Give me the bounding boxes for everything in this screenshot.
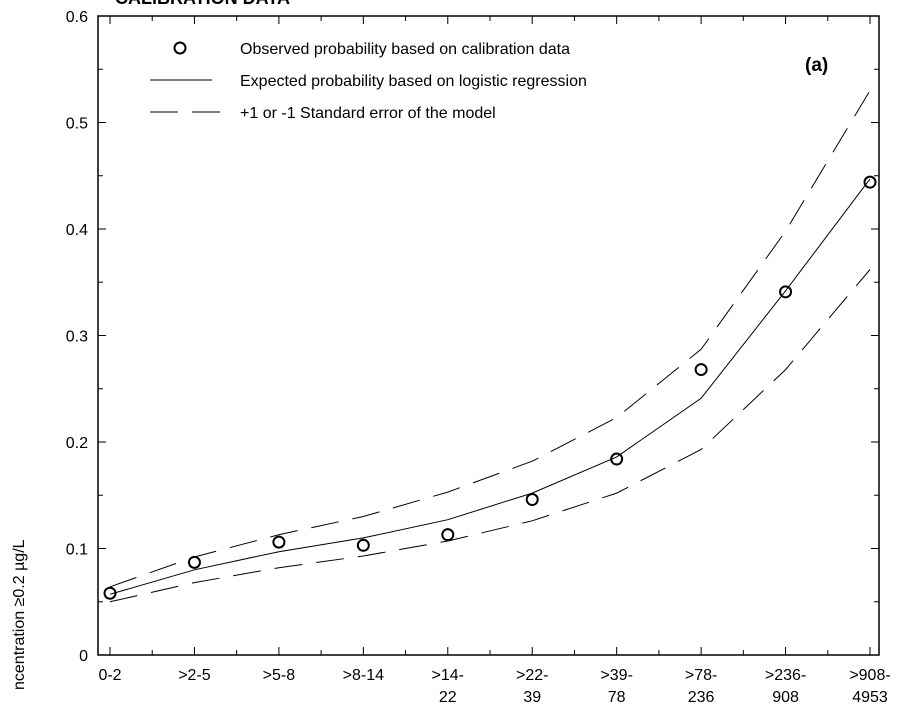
x-tick-label: >2-5 (178, 667, 211, 684)
x-tick-label: >39- (600, 667, 632, 684)
legend-label-stderr: +1 or -1 Standard error of the model (240, 105, 496, 122)
observed-point (441, 528, 455, 542)
chart-title: CALIBRATION DATA (115, 0, 290, 8)
x-tick-label: >8-14 (343, 667, 384, 684)
observed-point (356, 538, 370, 552)
y-tick-label: 0.4 (66, 222, 88, 239)
upper-stderr-line (109, 90, 871, 588)
axis-ticks (98, 15, 879, 656)
x-tick-label: 0-2 (98, 667, 121, 684)
x-tick-label: >908- (849, 667, 890, 684)
observed-point (272, 535, 286, 549)
observed-markers (103, 175, 877, 600)
x-tick-label: >5-8 (263, 667, 296, 684)
x-tick-label: >78- (685, 667, 717, 684)
observed-point (187, 555, 201, 569)
x-tick-label: 4953 (852, 689, 888, 706)
x-tick-label: 908 (772, 689, 799, 706)
panel-label: (a) (805, 55, 828, 76)
y-tick-label: 0.1 (66, 542, 88, 559)
observed-point (103, 586, 117, 600)
x-tick-label: 236 (688, 689, 715, 706)
y-axis-label: ncentration ≥0.2 µg/L (11, 539, 28, 690)
y-tick-label: 0.5 (66, 116, 88, 133)
y-tick-label: 0.3 (66, 329, 88, 346)
series-lines (109, 90, 871, 603)
x-tick-label: 39 (523, 689, 541, 706)
x-tick-label: >236- (765, 667, 806, 684)
legend-circle-symbol (173, 41, 187, 55)
y-tick-label: 0.6 (66, 9, 88, 26)
y-tick-labels: 0 0.1 0.2 0.3 0.4 0.5 0.6 (66, 9, 88, 665)
x-tick-label: >22- (516, 667, 548, 684)
legend-label-expected: Expected probability based on logistic r… (240, 73, 587, 90)
legend: Observed probability based on calibratio… (150, 41, 587, 122)
observed-point (525, 493, 539, 507)
observed-point (779, 285, 793, 299)
y-tick-label: 0 (79, 648, 88, 665)
expected-line (109, 178, 871, 595)
y-tick-label: 0.2 (66, 435, 88, 452)
observed-point (694, 363, 708, 377)
observed-point (610, 452, 624, 466)
observed-point (863, 175, 877, 189)
x-tick-label: 78 (608, 689, 626, 706)
legend-label-observed: Observed probability based on calibratio… (240, 41, 570, 58)
x-tick-label: >14- (432, 667, 464, 684)
x-tick-label: 22 (439, 689, 457, 706)
x-tick-labels: 0-2 >2-5 >5-8 >8-14 >14- 22 >22- 39 >39- 78 >78- 23… (98, 667, 890, 706)
lower-stderr-line (109, 269, 871, 603)
